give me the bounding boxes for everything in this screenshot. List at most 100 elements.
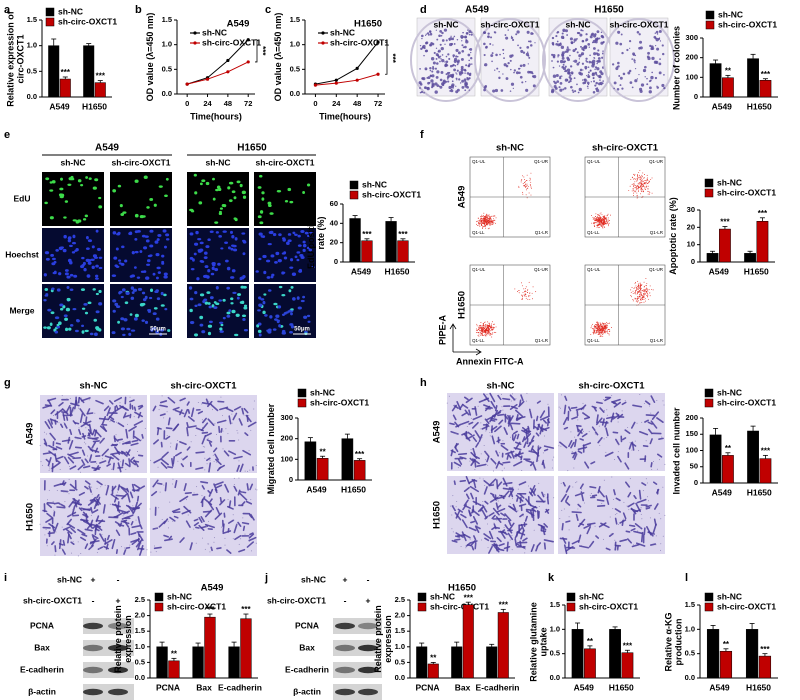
pore	[60, 469, 61, 470]
nucleus	[58, 272, 61, 275]
nucleus	[270, 254, 274, 257]
colony	[444, 44, 445, 45]
pore	[618, 524, 619, 525]
event	[595, 213, 596, 214]
nucleus	[128, 333, 131, 336]
pore	[156, 551, 157, 552]
event	[645, 180, 646, 181]
y-tick-label: 1.5	[135, 626, 145, 635]
nucleus	[218, 235, 222, 238]
colony	[598, 77, 600, 79]
colony	[569, 49, 570, 50]
event	[487, 326, 488, 327]
event	[595, 216, 596, 217]
event	[492, 330, 493, 331]
cell	[91, 508, 92, 512]
pore	[499, 495, 500, 496]
colony	[594, 72, 597, 75]
pore	[172, 521, 173, 522]
colony	[461, 40, 462, 41]
nucleus	[95, 278, 99, 280]
pore	[234, 478, 235, 479]
x-tick-label: H1650	[341, 484, 366, 494]
pore	[204, 469, 205, 470]
event	[599, 333, 600, 334]
pore	[211, 548, 212, 549]
nucleus	[268, 328, 272, 331]
event	[531, 188, 532, 189]
event	[642, 179, 643, 180]
colony	[561, 75, 563, 77]
nucleus	[302, 296, 305, 299]
cell	[575, 440, 576, 447]
event	[636, 189, 637, 190]
nucleus	[149, 245, 153, 248]
nucleus	[190, 321, 194, 324]
pore	[455, 433, 456, 434]
nucleus	[121, 263, 125, 266]
event	[525, 291, 526, 292]
pore	[220, 397, 221, 398]
colony	[570, 86, 573, 89]
event	[635, 283, 636, 284]
event	[645, 301, 646, 302]
nucleus	[293, 273, 296, 276]
colony	[419, 87, 421, 89]
pore	[661, 437, 662, 438]
event	[598, 325, 599, 326]
pore	[172, 479, 173, 480]
pore	[637, 423, 638, 424]
pore	[618, 444, 619, 445]
legend-swatch	[567, 593, 575, 601]
pore	[51, 423, 52, 424]
quadrant-label: Q1-LL	[587, 230, 600, 235]
nucleus	[93, 319, 97, 322]
event	[604, 330, 605, 331]
nucleus	[210, 230, 214, 233]
condition-sign: +	[343, 574, 348, 584]
nucleus	[230, 231, 233, 234]
event	[643, 190, 644, 191]
event	[488, 326, 489, 327]
event	[479, 225, 480, 226]
x-tick-label: H1650	[384, 266, 409, 276]
series-line	[315, 74, 378, 85]
pore	[130, 397, 131, 398]
pore	[233, 514, 234, 515]
event	[487, 331, 488, 332]
cell	[644, 446, 648, 447]
event	[638, 291, 639, 292]
pore	[78, 408, 79, 409]
nucleus	[85, 312, 88, 315]
event	[526, 180, 527, 181]
nucleus	[92, 245, 95, 248]
y-tick-label: 0.5	[27, 66, 37, 75]
event	[639, 182, 640, 183]
pore	[47, 499, 48, 500]
event	[487, 217, 488, 218]
nucleus	[81, 257, 84, 259]
event	[642, 186, 643, 187]
cell	[204, 511, 211, 512]
colony	[585, 33, 587, 35]
x-tick-label: H1650	[82, 101, 107, 111]
blot-band	[335, 623, 355, 629]
colony	[660, 40, 661, 41]
significance-label: **	[171, 649, 178, 658]
x-tick-label: A549	[306, 484, 327, 494]
event	[591, 215, 592, 216]
pore	[84, 442, 85, 443]
nucleus	[237, 297, 240, 300]
event	[483, 327, 484, 328]
legend-swatch	[706, 11, 714, 19]
row-label: Hoechst	[5, 249, 39, 259]
event	[483, 213, 484, 214]
colony	[484, 65, 485, 66]
event	[514, 288, 515, 289]
nucleus	[149, 230, 153, 233]
colony	[566, 34, 568, 36]
panel-letter: d	[420, 4, 427, 16]
event	[634, 178, 635, 179]
pore	[544, 468, 545, 469]
colony	[574, 60, 577, 63]
